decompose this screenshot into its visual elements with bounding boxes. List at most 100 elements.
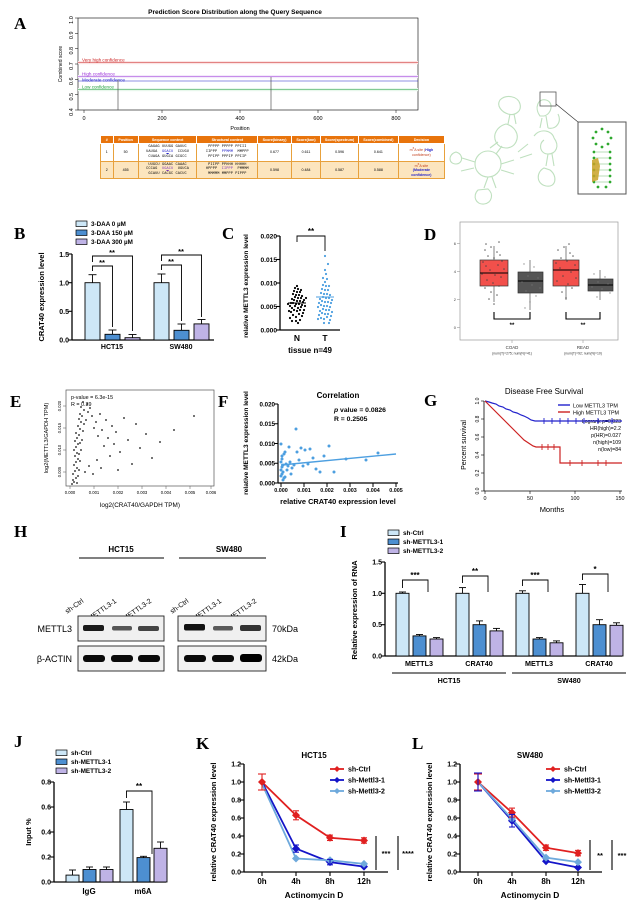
panel-l-sig-2: *** (618, 851, 627, 860)
legend-high: High METTL3 TPM (573, 410, 620, 416)
panel-b-bars-hct15 (84, 274, 141, 341)
panel-a-xaxis: 0 200 400 600 800 (82, 110, 401, 122)
legend-label-0: 3-DAA 0 µM (91, 221, 126, 228)
panel-g-yaxis: 0.0 0.2 0.4 0.6 0.8 1.0 (475, 397, 481, 494)
panel-b-ylabel: CRAT40 expression level (37, 252, 46, 341)
table-row: 1 50 GAGAG UUUGG GAUUC UAUGA GGACU CCUGU… (100, 143, 446, 162)
panel-a-chart: Prediction Score Distribution along the … (40, 4, 430, 134)
svg-text:0.4: 0.4 (447, 834, 457, 841)
panel-d-yaxis: 0 2 4 6 (454, 241, 457, 330)
panel-h-cellline-sw480: SW480 (216, 545, 243, 554)
panel-g-ylabel: Percent survival (461, 420, 468, 470)
panel-l-ylabel: relative CRAT40 expression level (425, 763, 434, 882)
panel-f-rvalue: R = 0.2505 (334, 416, 368, 423)
svg-text:HR(high)=2.2: HR(high)=2.2 (590, 426, 621, 432)
th-decision: Decision (397, 134, 446, 145)
panel-k-xlabel: Actinomycin D (285, 890, 344, 900)
svg-text:*: * (593, 565, 597, 574)
panel-label-e: E (10, 392, 22, 411)
panel-l-line-shctrl (477, 781, 579, 854)
svg-text:COAD: COAD (506, 345, 519, 350)
svg-text:0.0: 0.0 (475, 487, 481, 494)
svg-text:0.5: 0.5 (69, 93, 75, 101)
svg-text:***: *** (410, 571, 420, 580)
panel-c-points-normal (286, 284, 308, 325)
cell-sequence-context: GAGAG UUUGG GAUUC UAUGA GGACU CCUGU CUAG… (137, 143, 198, 162)
svg-text:sh-Ctrl: sh-Ctrl (169, 598, 190, 616)
panel-h-blot-mettl3 (77, 615, 267, 642)
panel-h-blot-bactin (77, 645, 267, 672)
svg-text:0.005: 0.005 (389, 488, 403, 494)
svg-text:0.000: 0.000 (274, 488, 288, 494)
svg-text:HCT15: HCT15 (438, 676, 461, 685)
svg-text:0.8: 0.8 (447, 798, 457, 805)
cell-score-knn: 0.611 (290, 143, 322, 162)
svg-text:0.6: 0.6 (41, 805, 51, 812)
cell-score-spectrum: 0.587 (320, 160, 359, 180)
panel-k-xaxis: 0h 4h 8h 12h (257, 877, 371, 886)
panel-h: HCT15 SW480 sh-Ctrl sh-METTL3-1 sh-METTL… (14, 530, 334, 700)
legend-label-1: sh-METTL3-1 (403, 539, 444, 546)
cell-position: 455 (112, 160, 139, 180)
svg-text:8h: 8h (541, 877, 550, 886)
svg-text:400: 400 (235, 116, 244, 122)
svg-text:HCT15: HCT15 (101, 344, 123, 351)
panel-d-box-coad-tumor (479, 246, 509, 302)
panel-h-cellline-hct15: HCT15 (108, 545, 134, 554)
panel-d-significance (493, 312, 601, 320)
svg-text:(num(T)=275; num(N)=41): (num(T)=275; num(N)=41) (492, 352, 532, 356)
panel-e-pvalue: p-value = 6.3e-15 (71, 395, 113, 401)
panel-k: HCT15 sh-Ctrl sh-Mettl3-1 sh-Mettl3-2 0.… (196, 736, 416, 914)
svg-text:**: ** (109, 248, 115, 257)
svg-text:0.005: 0.005 (260, 461, 276, 468)
svg-text:1.0: 1.0 (372, 591, 382, 598)
panel-a-rna-structure (448, 91, 630, 212)
conf-label-moderate: Moderate confidence (82, 78, 125, 83)
svg-text:0h: 0h (257, 877, 266, 886)
cell-num: 1 (100, 143, 114, 162)
svg-text:1.0: 1.0 (59, 281, 69, 288)
panel-f-xlabel: relative CRAT40 expression level (280, 497, 396, 506)
panel-label-h: H (14, 522, 28, 541)
panel-f-xaxis: 0.000 0.001 0.002 0.003 0.004 0.005 (274, 488, 403, 494)
svg-text:1.5: 1.5 (59, 252, 69, 259)
svg-text:0.000: 0.000 (260, 328, 277, 335)
panel-g: Disease Free Survival 0.0 0.2 0.4 0.6 0.… (436, 383, 628, 515)
panel-e-rvalue: R = 0.39 (71, 402, 92, 408)
svg-text:METTL3: METTL3 (405, 659, 433, 668)
th-score-combined: Score(combined) (357, 134, 399, 145)
panel-l-sig-1: ** (597, 851, 603, 860)
svg-text:0: 0 (454, 325, 457, 330)
svg-text:0.006: 0.006 (206, 490, 217, 495)
panel-d-xaxis: COAD (num(T)=275; num(N)=41) READ (num(T… (492, 345, 602, 356)
panel-e-xaxis: 0.000 0.001 0.002 0.003 0.004 0.005 0.00… (65, 490, 217, 495)
panel-d-points-coad-normal (521, 263, 541, 309)
svg-text:0.0: 0.0 (372, 654, 382, 661)
svg-text:T: T (322, 333, 328, 343)
panel-j-bars-m6a (119, 801, 168, 883)
rna-callout-source-box (539, 91, 557, 107)
svg-text:SW480: SW480 (170, 344, 193, 351)
conf-label-low: Low confidence (82, 85, 114, 90)
svg-text:0.003: 0.003 (343, 488, 357, 494)
panel-i-yaxis: 0.0 0.5 1.0 1.5 (372, 560, 382, 661)
svg-text:1.5: 1.5 (372, 560, 382, 567)
th-score-binary: Score(binary) (257, 134, 292, 145)
panel-b: 3-DAA 0 µM 3-DAA 150 µM 3-DAA 300 µM 0.0… (30, 218, 220, 358)
panel-d-points-read-normal (591, 273, 611, 298)
panel-l: SW480 sh-Ctrl sh-Mettl3-1 sh-Mettl3-2 0.… (412, 736, 630, 914)
panel-a-ylabel: Combined score (58, 46, 64, 83)
svg-text:6: 6 (454, 241, 457, 246)
panel-k-legend: sh-Ctrl sh-Mettl3-1 sh-Mettl3-2 (330, 766, 385, 796)
svg-text:0.2: 0.2 (447, 852, 457, 859)
panel-d-significance-coad: ** (510, 323, 515, 329)
panel-a-xlabel: Position (230, 126, 249, 132)
panel-k-line-sh1 (261, 781, 365, 868)
rna-secondary-structure-icon (449, 95, 560, 205)
svg-text:CRAT40: CRAT40 (465, 659, 492, 668)
table-row: 2 455 UUGCU GGAAC CAAAC CCCAG UGACU UGUC… (100, 160, 446, 180)
panel-l-legend: sh-Ctrl sh-Mettl3-1 sh-Mettl3-2 (546, 766, 601, 796)
panel-a-confidence-lines: Very high confidence High confidence Mod… (78, 58, 418, 90)
conf-label-high: High confidence (82, 72, 115, 77)
rna-m6a-site-highlight (592, 158, 600, 182)
